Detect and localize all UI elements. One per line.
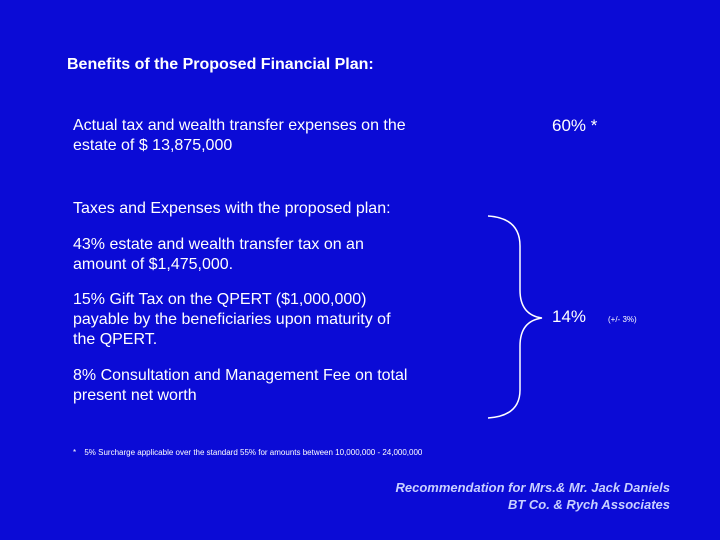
footnote-text: 5% Surcharge applicable over the standar… (84, 448, 423, 457)
actual-percent: 60% * (552, 116, 598, 135)
footnote-marker: * (73, 448, 77, 457)
proposed-item-gift-tax: 15% Gift Tax on the QPERT ($1,000,000) p… (73, 290, 493, 350)
actual-expenses-line-1: Actual tax and wealth transfer expenses … (73, 117, 406, 134)
footnote: * 5% Surcharge applicable over the stand… (73, 448, 422, 457)
actual-expenses-text: Actual tax and wealth transfer expenses … (73, 116, 493, 156)
grouping-brace (487, 215, 543, 419)
proposed-item-estate-tax: 43% estate and wealth transfer tax on an… (73, 235, 493, 275)
gift-tax-line-3: the QPERT. (73, 331, 158, 348)
slide-title: Benefits of the Proposed Financial Plan: (67, 56, 374, 73)
actual-expenses-line-2: estate of $ 13,875,000 (73, 137, 233, 154)
gift-tax-line-1: 15% Gift Tax on the QPERT ($1,000,000) (73, 291, 367, 308)
proposed-item-consultation-fee: 8% Consultation and Management Fee on to… (73, 366, 493, 406)
credit-line-2: BT Co. & Rych Associates (507, 497, 670, 512)
estate-tax-line-1: 43% estate and wealth transfer tax on an (73, 236, 364, 253)
proposed-heading: Taxes and Expenses with the proposed pla… (73, 200, 391, 217)
gift-tax-line-2: payable by the beneficiaries upon maturi… (73, 311, 391, 328)
consultation-fee-line-1: 8% Consultation and Management Fee on to… (73, 367, 408, 384)
proposed-percent: 14% (552, 307, 587, 326)
estate-tax-line-2: amount of $1,475,000. (73, 256, 234, 273)
tolerance-note: (+/- 3%) (608, 315, 637, 324)
consultation-fee-line-2: present net worth (73, 387, 197, 404)
credit-line-1: Recommendation for Mrs.& Mr. Jack Daniel… (395, 480, 670, 495)
